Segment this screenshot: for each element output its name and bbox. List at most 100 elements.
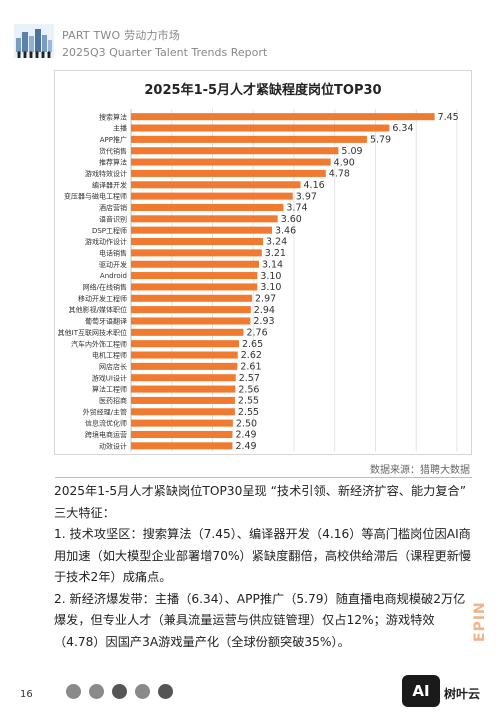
bar (131, 430, 233, 438)
value-label: 7.45 (438, 112, 459, 123)
value-label: 2.49 (235, 430, 256, 441)
value-label: 2.93 (253, 316, 274, 327)
category-label: 其他影视/媒体职位 (69, 305, 127, 314)
bar (131, 340, 239, 348)
category-label: 动效设计 (99, 441, 127, 450)
value-label: 3.14 (262, 259, 283, 270)
category-label: 货代销售 (99, 146, 127, 155)
category-label: 算法工程师 (92, 385, 127, 394)
summary-intro: 2025年1-5月人才紧缺岗位TOP30呈现 “技术引领、新经济扩容、能力复合”… (54, 484, 467, 520)
bar (131, 169, 326, 177)
category-label: 搜索算法 (99, 112, 127, 121)
bar (131, 306, 251, 314)
bar (131, 135, 367, 143)
value-label: 4.90 (334, 157, 355, 168)
value-label: 3.10 (260, 282, 281, 293)
divider (55, 477, 472, 478)
category-label: 网店店长 (99, 362, 127, 371)
avatar-icon (158, 684, 173, 699)
value-label: 2.49 (235, 441, 256, 452)
value-label: 2.55 (238, 407, 259, 418)
category-label: 信息流优化师 (85, 419, 127, 428)
bar (131, 203, 284, 211)
category-label: 游戏UI设计 (92, 373, 127, 382)
category-label: 移动开发工程师 (78, 294, 127, 303)
summary-point-1: 1. 技术攻坚区：搜索算法（7.45）、编译器开发（4.16）等高门槛岗位因AI… (54, 527, 472, 584)
bar (131, 260, 259, 268)
chart-card: 2025年1-5月人才紧缺程度岗位TOP30 0.001.002.003.004… (54, 70, 472, 455)
city-skyline-logo (14, 24, 54, 58)
bar (131, 317, 251, 325)
bar-chart: 0.001.002.003.004.005.006.007.008.00搜索算法… (58, 109, 459, 452)
value-label: 2.50 (236, 418, 257, 429)
bar (131, 158, 331, 166)
value-label: 6.34 (392, 123, 413, 134)
category-label: 游戏动作设计 (85, 237, 127, 246)
value-label: 5.79 (370, 135, 391, 146)
value-label: 2.56 (238, 384, 259, 395)
bar (131, 226, 272, 234)
value-label: 2.62 (241, 350, 262, 361)
bar (131, 272, 258, 280)
bar (131, 385, 236, 393)
bar (131, 215, 278, 223)
value-label: 3.46 (275, 225, 296, 236)
category-label: Android (100, 272, 127, 280)
value-label: 2.55 (238, 396, 259, 407)
chart-title: 2025年1-5月人才紧缺程度岗位TOP30 (144, 83, 382, 98)
category-label: 酒店营销 (99, 203, 127, 212)
bar (131, 124, 390, 132)
bar (131, 192, 293, 200)
category-label: 电话销售 (99, 248, 127, 257)
data-source: 数据来源：猎聘大数据 (370, 465, 470, 476)
value-label: 3.10 (260, 271, 281, 282)
category-label: 主播 (113, 124, 127, 133)
value-label: 3.21 (265, 248, 286, 259)
side-brand-watermark: EPIN (472, 601, 488, 642)
value-label: 4.16 (304, 180, 325, 191)
page-number: 16 (20, 689, 33, 700)
value-label: 3.97 (296, 191, 317, 202)
bar (131, 362, 238, 370)
value-label: 2.76 (246, 328, 267, 339)
category-label: 推荐算法 (99, 158, 127, 167)
value-label: 2.65 (242, 339, 263, 350)
value-label: 2.57 (239, 373, 260, 384)
bar (131, 283, 258, 291)
category-label: 电机工程师 (92, 351, 127, 360)
bar (131, 147, 339, 155)
summary-point-2: 2. 新经济爆发带：主播（6.34）、APP推广（5.79）随直播电商规模破2万… (54, 591, 466, 649)
category-label: 医药招商 (99, 396, 127, 405)
category-label: 变压器与磁电工程师 (64, 192, 127, 201)
value-label: 3.24 (266, 237, 287, 248)
bar (131, 374, 236, 382)
bar (131, 294, 253, 302)
value-label: 4.78 (329, 169, 350, 180)
category-label: 编译器开发 (92, 180, 127, 189)
category-label: 跨境电商运营 (85, 430, 127, 439)
bar (131, 113, 435, 121)
footer-icons (66, 684, 173, 699)
bar (131, 408, 235, 416)
category-label: APP推广 (100, 135, 127, 144)
bar (131, 249, 262, 257)
ai-badge-icon: AI (402, 675, 440, 707)
avatar-icon (112, 684, 127, 699)
category-label: 网络/在线销售 (83, 283, 127, 292)
value-label: 3.60 (281, 214, 302, 225)
avatar-icon (66, 684, 81, 699)
value-label: 2.61 (240, 362, 261, 373)
value-label: 2.94 (254, 305, 275, 316)
bar (131, 181, 301, 189)
brand-name: 树叶云 (444, 687, 481, 701)
avatar-icon (135, 684, 150, 699)
avatar-icon (89, 684, 104, 699)
value-label: 5.09 (341, 146, 362, 157)
bar (131, 351, 238, 359)
summary-text: 2025年1-5月人才紧缺岗位TOP30呈现 “技术引领、新经济扩容、能力复合”… (54, 481, 472, 653)
section-label: PART TWO 劳动力市场 (62, 29, 181, 42)
bar (131, 419, 233, 427)
category-label: 葡萄牙语翻译 (85, 317, 127, 326)
category-label: DSP工程师 (92, 226, 127, 235)
category-label: 驱动开发 (99, 260, 127, 269)
